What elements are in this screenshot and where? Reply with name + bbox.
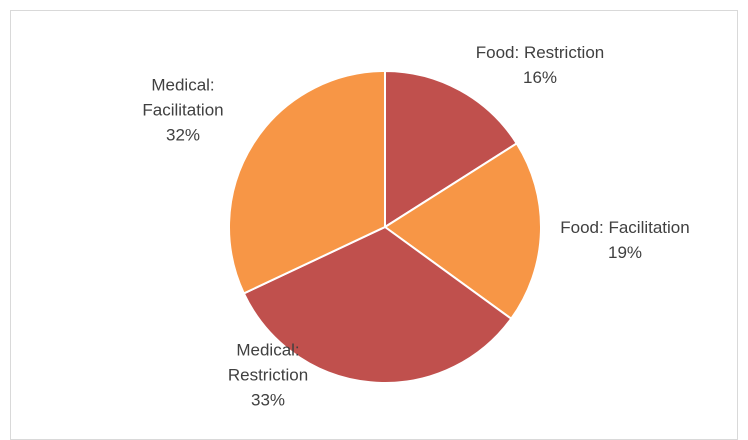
slice-name: Food: Restriction <box>475 43 605 62</box>
pie-slice <box>384 69 519 229</box>
data-label: Food: Restriction 16% <box>475 40 605 90</box>
data-label: Medical: Facilitation 32% <box>118 73 248 148</box>
slice-value: 32% <box>165 125 201 145</box>
data-label: Food: Facilitation 19% <box>560 215 690 265</box>
slice-name: Medical: Restriction <box>227 340 309 385</box>
pie-area <box>228 69 542 384</box>
slice-value: 33% <box>250 390 286 410</box>
slice-value: 19% <box>607 243 643 262</box>
slice-name: Food: Facilitation <box>560 218 690 237</box>
pie-slice <box>242 225 513 384</box>
slice-value: 16% <box>522 68 558 87</box>
chart: Food: Restriction 16% Food: Facilitation 19… <box>10 10 738 440</box>
slice-name: Medical: Facilitation <box>142 75 224 120</box>
pie-slice <box>383 142 542 321</box>
pie-slice <box>228 69 386 295</box>
data-label: Medical: Restriction 33% <box>203 338 333 413</box>
